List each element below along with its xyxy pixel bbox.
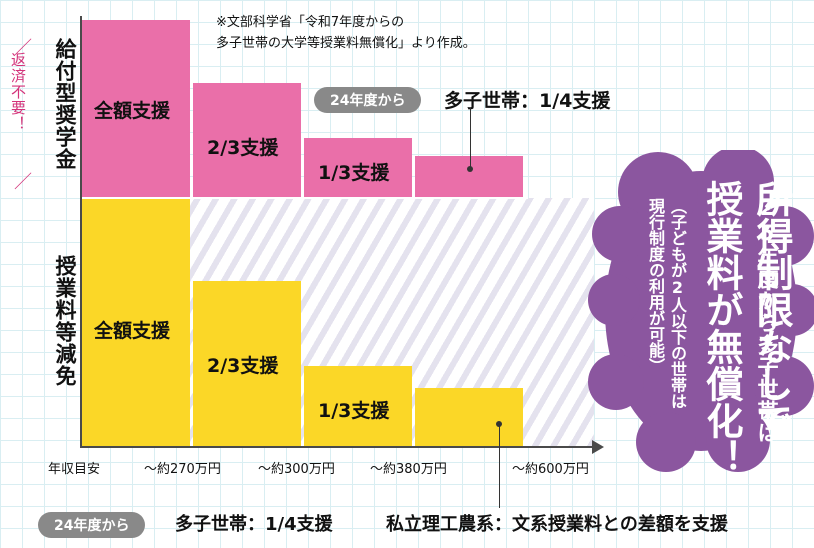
jugyoryo-label: 授業料等減免 bbox=[53, 255, 77, 387]
source-note-line1: ※文部科学省「令和7年度からの bbox=[216, 15, 405, 30]
cloud-main-text-b: 授業料が無償化！ bbox=[700, 180, 743, 476]
x-axis-label: 年収目安 bbox=[48, 462, 101, 477]
top-year-badge: 24年度から bbox=[314, 87, 422, 113]
bottom-connector-line bbox=[499, 424, 500, 508]
top-connector-dot bbox=[467, 166, 473, 172]
genmen-bar-full: 全額支援 bbox=[82, 198, 190, 446]
kyufu-bar-full: 全額支援 bbox=[82, 20, 190, 198]
cloud-lead-text: 25年度から多子世帯は bbox=[755, 196, 779, 444]
source-note-line2: 多子世帯の大学等授業料無償化」より作成。 bbox=[216, 36, 476, 51]
bottom-connector-dot bbox=[496, 421, 502, 427]
x-tick-380: 〜約380万円 bbox=[370, 462, 447, 477]
genmen-bar-one-third-label: 1/3支援 bbox=[318, 400, 390, 422]
henzai-slash-top: ／ bbox=[14, 38, 32, 59]
top-connector-line bbox=[470, 108, 471, 170]
bottom-callout-text-tashi: 多子世帯：1/4支援 bbox=[175, 514, 333, 535]
kyufu-bar-one-third-label: 1/3支援 bbox=[318, 162, 390, 184]
source-note: ※文部科学省「令和7年度からの 多子世帯の大学等授業料無償化」より作成。 bbox=[216, 12, 476, 54]
cloud-note-text-b: 現行制度の利用が可能） bbox=[646, 198, 665, 374]
cloud-main-text: 所得制限なしで 授業料が無償化！ bbox=[696, 180, 796, 476]
x-tick-300: 〜約300万円 bbox=[258, 462, 335, 477]
kyufu-bar-two-thirds: 2/3支援 bbox=[193, 83, 301, 198]
x-tick-600: 〜約600万円 bbox=[512, 462, 589, 477]
genmen-bar-full-label: 全額支援 bbox=[94, 320, 171, 342]
cloud-note-text: （子どもが2人以下の世帯は 現行制度の利用が可能） bbox=[644, 198, 688, 409]
cloud-main-text-a: 所得制限なしで bbox=[750, 180, 793, 439]
kyufu-label: 給付型奨学金 bbox=[53, 38, 77, 170]
y-axis bbox=[80, 16, 82, 448]
kyufu-bar-two-thirds-label: 2/3支援 bbox=[207, 137, 279, 159]
cloud-note-text-a: （子どもが2人以下の世帯は bbox=[668, 198, 687, 409]
x-axis-arrow-icon bbox=[592, 440, 604, 454]
kyufu-bar-one-quarter bbox=[415, 156, 523, 198]
section-divider bbox=[82, 197, 528, 199]
cloud-callout-shape bbox=[588, 150, 814, 472]
top-callout-text: 多子世帯：1/4支援 bbox=[444, 90, 611, 112]
genmen-bar-two-thirds: 2/3支援 bbox=[193, 281, 301, 446]
genmen-bar-one-third: 1/3支援 bbox=[304, 366, 412, 446]
genmen-bar-two-thirds-label: 2/3支援 bbox=[207, 355, 279, 377]
kyufu-bar-full-label: 全額支援 bbox=[94, 100, 171, 122]
x-axis bbox=[80, 446, 594, 448]
x-tick-270: 〜約270万円 bbox=[144, 462, 221, 477]
bottom-callout-text-shiritsu: 私立理工農系：文系授業料との差額を支援 bbox=[386, 514, 728, 535]
kyufu-bar-one-third: 1/3支援 bbox=[304, 138, 412, 198]
bottom-year-badge: 24年度から bbox=[38, 512, 146, 538]
genmen-bar-one-quarter bbox=[415, 388, 523, 446]
henzai-slash-bottom: ／ bbox=[14, 172, 32, 193]
henzai-label: 返済不要！ bbox=[9, 52, 27, 132]
